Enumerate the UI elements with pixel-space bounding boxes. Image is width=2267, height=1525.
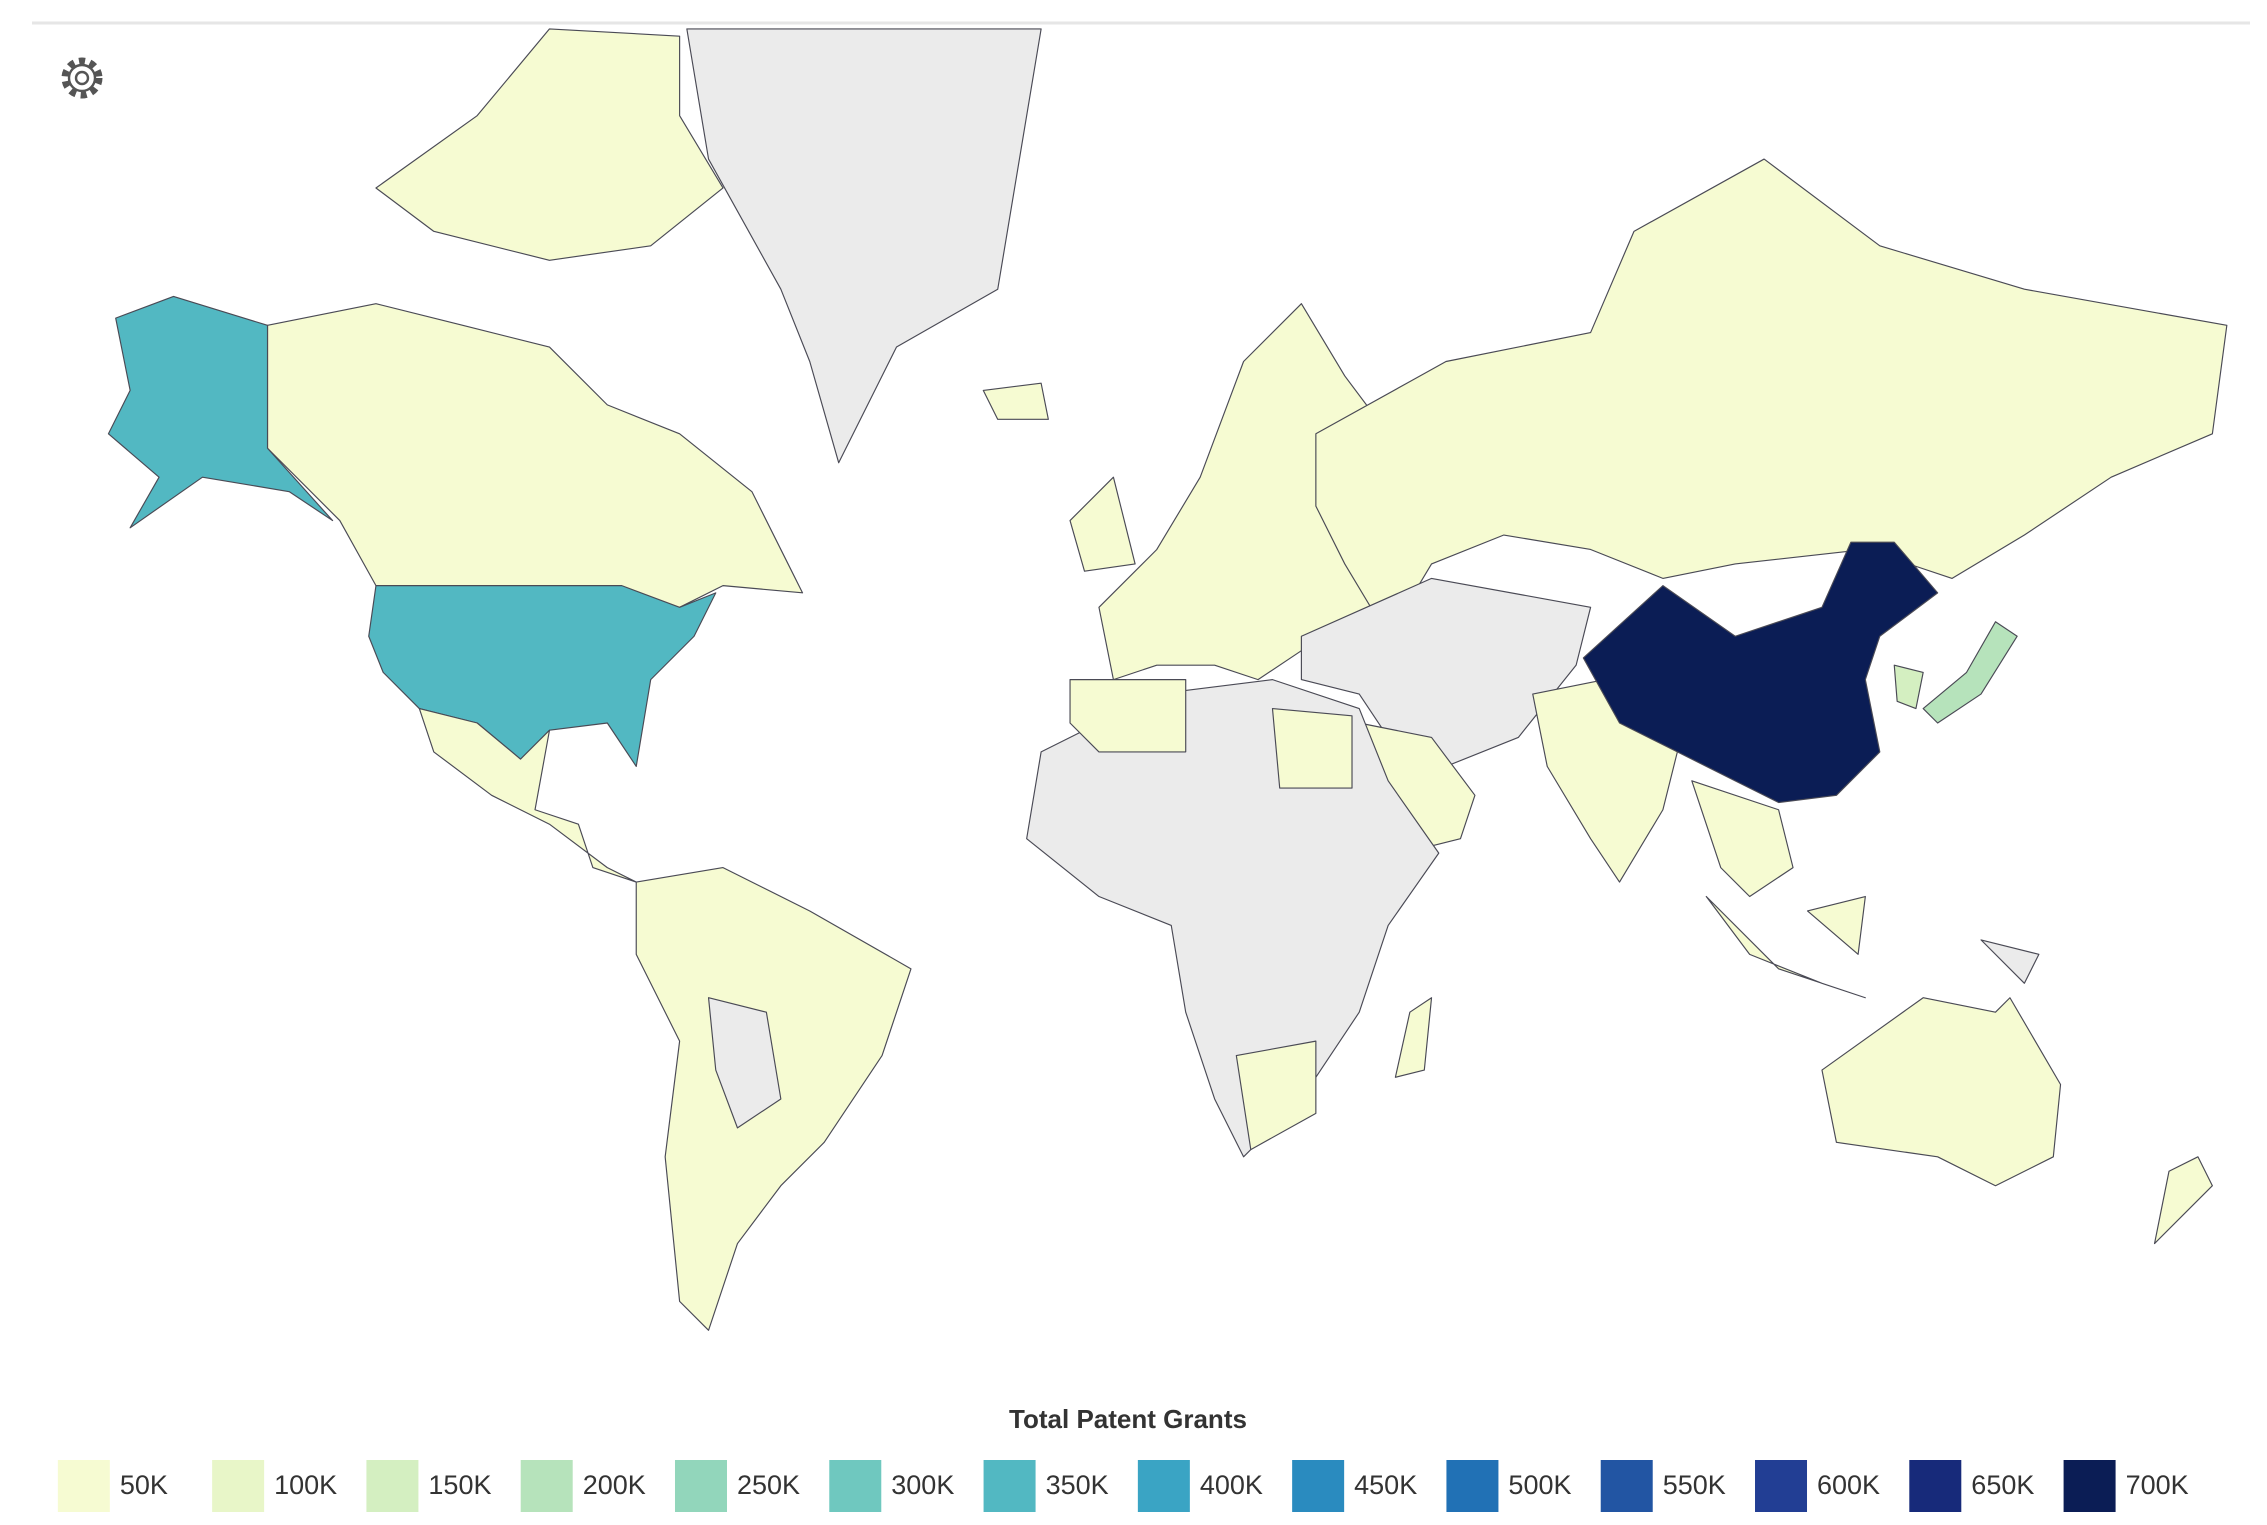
settings-button[interactable] <box>61 57 103 99</box>
gear-teeth <box>61 57 103 99</box>
legend-swatch <box>366 1460 419 1512</box>
legend-swatch <box>829 1460 882 1512</box>
country <box>1394 997 1433 1078</box>
country <box>686 28 1042 464</box>
legend-swatch <box>1600 1460 1653 1512</box>
country <box>1821 997 2062 1187</box>
legend-label: 500K <box>1508 1470 1571 1500</box>
legend-swatch <box>57 1460 110 1512</box>
legend-label: 50K <box>120 1470 168 1500</box>
country <box>375 28 724 261</box>
country <box>1893 664 1924 710</box>
country <box>2153 1156 2213 1245</box>
country <box>418 707 637 883</box>
country <box>1271 707 1353 789</box>
legend-swatch <box>2063 1460 2116 1512</box>
world-map <box>107 28 2228 1331</box>
country <box>1235 1040 1317 1151</box>
country <box>368 585 717 767</box>
country <box>1026 679 1440 1158</box>
country <box>1069 679 1187 753</box>
gear-ring <box>67 63 97 93</box>
legend-swatch <box>1909 1460 1962 1512</box>
legend-swatch <box>1446 1460 1499 1512</box>
legend-label: 200K <box>583 1470 646 1500</box>
country <box>982 382 1049 420</box>
legend-swatch <box>983 1460 1036 1512</box>
legend-label: 650K <box>1971 1470 2034 1500</box>
country <box>266 303 804 637</box>
country <box>1315 158 2228 637</box>
country <box>1806 895 1866 955</box>
legend-swatch <box>674 1460 727 1512</box>
country <box>107 295 334 529</box>
legend-swatch <box>1137 1460 1190 1512</box>
legend-label: 700K <box>2126 1470 2189 1500</box>
legend-swatch <box>1292 1460 1345 1512</box>
legend-swatch <box>1755 1460 1808 1512</box>
legend-label: 600K <box>1817 1470 1880 1500</box>
country <box>1069 476 1136 572</box>
legend-swatch <box>212 1460 265 1512</box>
legend-label: 550K <box>1663 1470 1726 1500</box>
country <box>1922 621 2018 724</box>
legend-label: 350K <box>1046 1470 1109 1500</box>
legend-label: 400K <box>1200 1470 1263 1500</box>
legend-label: 450K <box>1354 1470 1417 1500</box>
legend-label: 150K <box>428 1470 491 1500</box>
gear-hole <box>74 70 90 86</box>
legend-label: 100K <box>274 1470 337 1500</box>
legend-swatch <box>520 1460 573 1512</box>
country <box>707 997 782 1129</box>
country <box>1691 780 1794 898</box>
legend-title: Total Patent Grants <box>1009 1404 1247 1434</box>
country <box>1980 939 2040 984</box>
legend-label: 250K <box>737 1470 800 1500</box>
legend-label: 300K <box>891 1470 954 1500</box>
country <box>1300 577 1592 767</box>
country <box>1582 541 1939 804</box>
country <box>1705 895 1866 999</box>
